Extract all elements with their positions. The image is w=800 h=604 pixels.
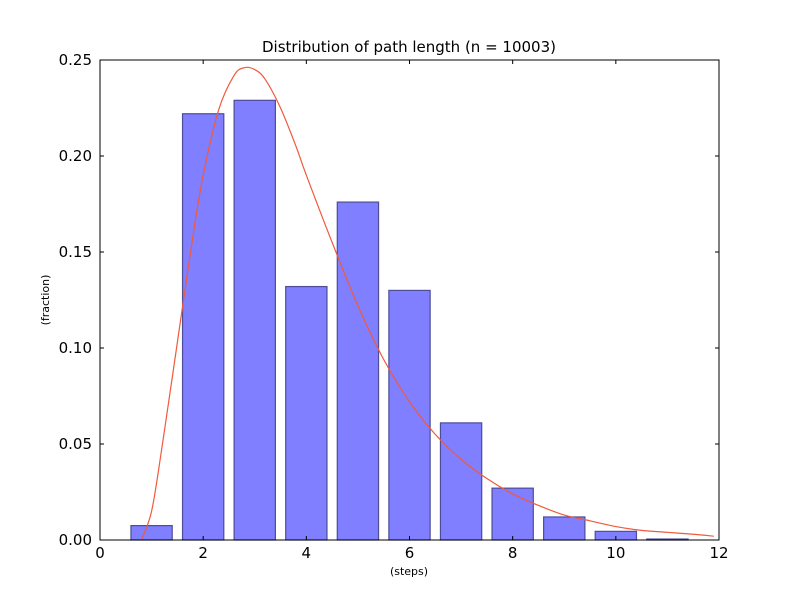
chart-title: Distribution of path length (n = 10003) xyxy=(262,38,556,56)
y-tick-label: 0.20 xyxy=(59,147,92,165)
bar-5 xyxy=(336,201,380,541)
bar-9 xyxy=(543,516,586,541)
bar-4 xyxy=(285,285,328,541)
x-axis-label: (steps) xyxy=(390,565,428,578)
y-axis-label: (fraction) xyxy=(39,275,52,326)
bar-7 xyxy=(439,422,483,541)
y-tick-label: 0.00 xyxy=(59,531,92,549)
x-tick-label: 12 xyxy=(709,544,728,562)
x-tick-label: 6 xyxy=(405,544,415,562)
ticks-layer: 0 2 4 6 8 10 12 0.00 0.05 0.10 0.15 0.20 0.25 xyxy=(59,51,729,562)
y-tick-label: 0.05 xyxy=(59,435,92,453)
y-tick-label: 0.15 xyxy=(59,243,92,261)
x-tick-label: 10 xyxy=(606,544,625,562)
bars-layer xyxy=(130,99,689,541)
fit-curve-line xyxy=(140,66,714,541)
x-tick-label: 2 xyxy=(198,544,208,562)
bar-6 xyxy=(388,289,431,541)
fit-curve-layer xyxy=(140,66,714,541)
x-tick-label: 4 xyxy=(302,544,312,562)
y-tick-label: 0.10 xyxy=(59,339,92,357)
bar-3 xyxy=(233,99,276,541)
x-tick-label: 8 xyxy=(508,544,518,562)
bar-1 xyxy=(130,524,173,541)
bar-8 xyxy=(491,487,534,541)
x-tick-label: 0 xyxy=(95,544,105,562)
y-tick-label: 0.25 xyxy=(59,51,92,69)
bar-2 xyxy=(181,113,225,541)
